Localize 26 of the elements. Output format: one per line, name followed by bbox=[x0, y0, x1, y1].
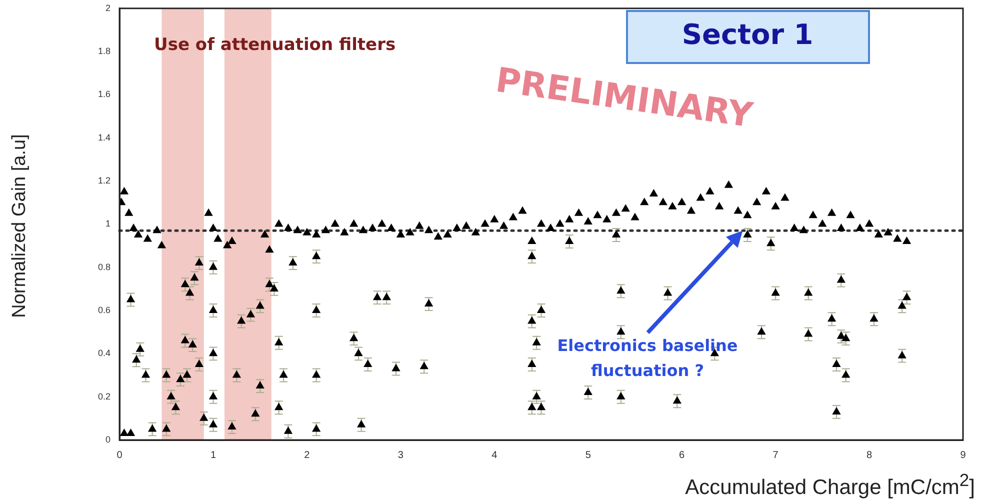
x-tick-label: 6 bbox=[679, 450, 686, 461]
x-tick-label: 7 bbox=[772, 450, 779, 461]
x-tick-label: 3 bbox=[398, 450, 404, 461]
annotation: Use of attenuation filters bbox=[153, 34, 397, 58]
x-tick-label: 9 bbox=[960, 450, 966, 461]
y-tick-label: 1.2 bbox=[98, 176, 111, 186]
y-tick-label: 2 bbox=[105, 2, 111, 13]
y-tick-label: 1.8 bbox=[98, 46, 111, 56]
x-tick-label: 0 bbox=[116, 450, 123, 461]
y-axis-title: Normalized Gain [a.u] bbox=[9, 133, 31, 320]
y-tick-label: 0.6 bbox=[98, 305, 111, 316]
x-tick-label: 8 bbox=[866, 450, 872, 461]
x-tick-label: 4 bbox=[492, 450, 498, 461]
chart-title: Sector 1 bbox=[682, 18, 814, 52]
x-tick-label: 5 bbox=[585, 450, 592, 461]
y-tick-label: 0.8 bbox=[98, 262, 111, 272]
y-tick-label: 0.4 bbox=[98, 348, 111, 358]
y-tick-label: 1 bbox=[105, 218, 111, 229]
y-tick-label: 0.2 bbox=[98, 391, 111, 402]
annotation: Electronics baseline fluctuation ? bbox=[556, 335, 739, 382]
y-tick-label: 0 bbox=[105, 434, 111, 444]
x-tick-label: 2 bbox=[304, 450, 310, 461]
x-axis-title: Accumulated Charge [mC/cm$^{2}$] bbox=[685, 470, 975, 500]
x-tick-label: 1 bbox=[210, 450, 216, 461]
y-tick-label: 1.4 bbox=[98, 132, 111, 142]
y-tick-label: 1.6 bbox=[98, 89, 111, 100]
